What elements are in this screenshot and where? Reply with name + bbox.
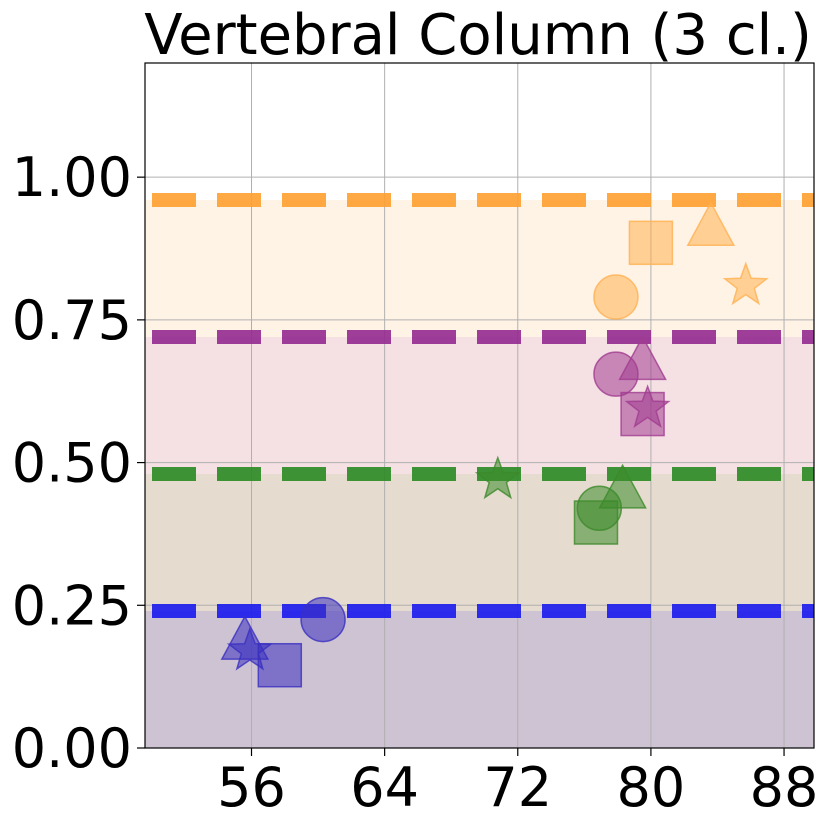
x-axis-ticks: 56 64 72 80 88	[217, 748, 818, 819]
circle-marker	[593, 274, 639, 320]
star-marker	[624, 384, 671, 428]
y-tick-label: 0.75	[12, 289, 132, 352]
square-marker	[257, 642, 303, 688]
x-tick-label: 56	[217, 756, 286, 819]
band-1	[145, 474, 814, 611]
star-marker	[474, 455, 521, 500]
y-tick-label: 0.50	[12, 432, 132, 495]
x-tick-label: 80	[617, 756, 686, 819]
band-2	[145, 337, 814, 474]
y-axis-ticks: 0.00 0.25 0.50 0.75 1.00	[12, 146, 145, 780]
plot-frame	[144, 62, 815, 749]
triangle-marker	[686, 201, 736, 246]
triangle-marker	[618, 335, 667, 381]
circle-marker	[300, 596, 346, 643]
star-marker	[722, 261, 769, 306]
y-tick-label: 1.00	[12, 146, 132, 209]
x-tick-label: 64	[350, 756, 419, 819]
triangle-marker	[598, 463, 647, 509]
chart-title: Vertebral Column (3 cl.)	[144, 3, 812, 68]
y-tick-label: 0.00	[12, 717, 132, 780]
data-points	[220, 201, 769, 688]
y-tick-label: 0.25	[12, 574, 132, 637]
band-0	[145, 611, 814, 748]
x-tick-label: 72	[483, 756, 552, 819]
x-tick-label: 88	[750, 756, 819, 819]
square-marker	[628, 220, 674, 266]
